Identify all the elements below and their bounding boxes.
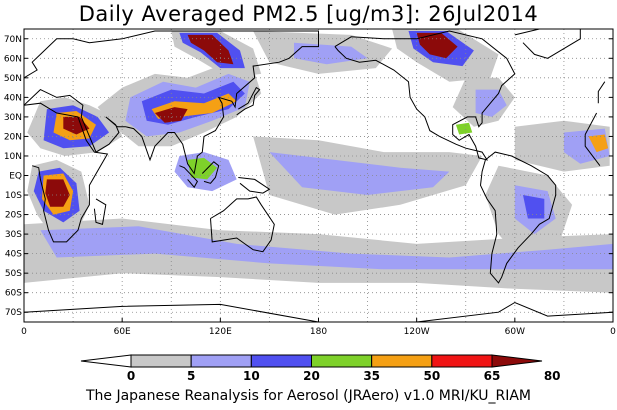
- coastline-eurasia: [597, 81, 606, 104]
- colorbar-label: 80: [544, 369, 561, 383]
- contour-gulf: [455, 122, 473, 135]
- lon-label: 60E: [114, 327, 131, 337]
- colorbar-label: 10: [243, 369, 260, 383]
- colorbar-box: [431, 354, 493, 368]
- colorbar-high-arrow: [491, 354, 543, 368]
- coastline-eurasia: [24, 30, 319, 175]
- coastline-north-america: [334, 30, 516, 161]
- coastline-south-america: [479, 151, 557, 284]
- longitude-labels: 0 60E 120E 180 120W 60W 0: [21, 327, 616, 337]
- lon-label: 180: [310, 327, 327, 337]
- lat-label: 10S: [5, 191, 22, 201]
- lon-label: 60W: [505, 327, 525, 337]
- contour-tropical-pacific: [269, 152, 450, 195]
- lat-label: EQ: [9, 172, 22, 182]
- colorbar-box: [371, 354, 433, 368]
- colorbar-label: 35: [363, 369, 380, 383]
- contour-north-america: [475, 89, 507, 117]
- colorbar-box: [190, 354, 252, 368]
- coastline-greenland: [514, 29, 581, 59]
- contour-south-africa-fire: [45, 179, 70, 207]
- latitude-labels: 70N 60N 50N 40N 30N 20N 10N EQ 10S 20S 30S 40S 50S 60…: [4, 35, 22, 318]
- contour-indonesia: [187, 157, 218, 180]
- lat-label: 40N: [4, 93, 22, 103]
- coastline-africa: [24, 102, 109, 243]
- credit-line: The Japanese Reanalysis for Aerosol (JRA…: [85, 388, 532, 404]
- lon-label: 0: [610, 327, 616, 337]
- colorbar-label: 5: [187, 369, 195, 383]
- colorbar-box: [250, 354, 312, 368]
- map-title: Daily Averaged PM2.5 [ug/m3]: 26Jul2014: [78, 2, 539, 26]
- lat-label: 50N: [4, 74, 22, 84]
- contour-atlantic-dust: [588, 134, 609, 153]
- lat-label: 70S: [5, 308, 22, 318]
- colorbar-labels: 0 5 10 20 35 50 65 80: [127, 369, 561, 383]
- coastline-japan: [236, 86, 261, 116]
- coastline-africa: [584, 134, 601, 167]
- axis-ticks: [23, 38, 614, 322]
- colorbar: [80, 354, 543, 368]
- colorbar-low-arrow: [80, 354, 132, 368]
- colorbar-label: 50: [423, 369, 440, 383]
- contour-siberia-fire: [187, 34, 234, 65]
- contour-southern-ocean-belt: [40, 226, 613, 270]
- contour-central-asia-plume: [154, 107, 188, 123]
- contour-south-america: [523, 195, 545, 219]
- lat-label: 20N: [4, 132, 22, 142]
- colorbar-box: [311, 354, 373, 368]
- lat-label: 70N: [4, 35, 22, 45]
- coastline-antarctica: [24, 301, 613, 322]
- colorbar-box: [130, 354, 192, 368]
- contour-canada-fire: [416, 32, 458, 59]
- lat-label: 60S: [5, 289, 22, 299]
- lat-label: 10N: [4, 152, 22, 162]
- lat-label: 20S: [5, 211, 22, 221]
- colorbar-label: 0: [127, 369, 135, 383]
- coastlines: [24, 29, 613, 322]
- coastline-australia: [210, 196, 275, 253]
- lon-label: 0: [21, 327, 27, 337]
- colorbar-label: 65: [484, 369, 501, 383]
- coastline-borneo: [201, 161, 220, 184]
- colorbar-label: 20: [303, 369, 320, 383]
- coastline-new-guinea: [238, 177, 271, 194]
- lat-label: 30N: [4, 113, 22, 123]
- grid-lines: [24, 29, 613, 322]
- lon-label: 120W: [404, 327, 430, 337]
- lon-label: 120E: [209, 327, 232, 337]
- lat-label: 50S: [5, 269, 22, 279]
- coastline-sumatra: [179, 165, 199, 189]
- lat-label: 30S: [5, 230, 22, 240]
- coastline-africa: [584, 112, 598, 135]
- lat-label: 60N: [4, 54, 22, 64]
- coastline-madagascar: [93, 198, 107, 225]
- lat-label: 40S: [5, 250, 22, 260]
